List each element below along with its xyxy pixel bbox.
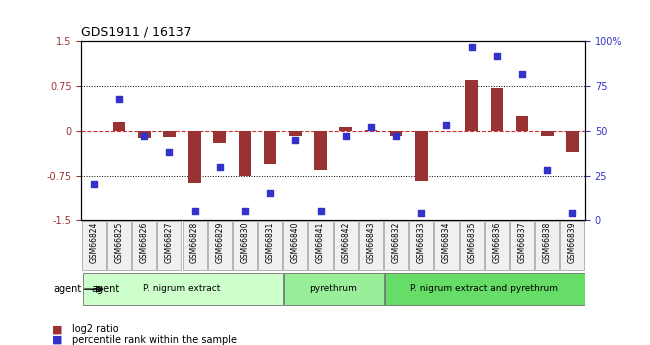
Bar <box>138 131 151 138</box>
Text: P. nigrum extract and pyrethrum: P. nigrum extract and pyrethrum <box>410 284 558 293</box>
Point <box>290 137 300 142</box>
FancyBboxPatch shape <box>510 221 534 270</box>
Bar <box>465 80 478 131</box>
Bar <box>188 131 201 183</box>
Point <box>467 44 477 50</box>
Bar <box>541 131 554 136</box>
Point <box>391 134 401 139</box>
Text: P. nigrum extract: P. nigrum extract <box>143 284 221 293</box>
Text: percentile rank within the sample: percentile rank within the sample <box>72 335 237 345</box>
Text: GSM66841: GSM66841 <box>316 222 325 263</box>
FancyBboxPatch shape <box>208 221 232 270</box>
Point <box>491 53 502 58</box>
Text: GSM66825: GSM66825 <box>114 222 124 263</box>
Bar <box>314 131 327 169</box>
Text: GSM66838: GSM66838 <box>543 222 552 263</box>
Bar <box>163 131 176 137</box>
FancyBboxPatch shape <box>233 221 257 270</box>
FancyBboxPatch shape <box>309 221 333 270</box>
Text: GSM66836: GSM66836 <box>492 222 501 263</box>
Bar <box>390 131 402 136</box>
FancyBboxPatch shape <box>283 221 307 270</box>
Text: agent: agent <box>53 284 82 294</box>
Point <box>542 167 552 173</box>
Point <box>567 210 578 216</box>
Bar <box>239 131 252 176</box>
Point <box>265 191 276 196</box>
Bar <box>365 130 377 131</box>
FancyBboxPatch shape <box>83 273 283 305</box>
Text: GSM66830: GSM66830 <box>240 222 250 263</box>
Text: GSM66831: GSM66831 <box>266 222 275 263</box>
Point <box>114 96 124 101</box>
Text: ■: ■ <box>52 325 62 334</box>
Point <box>517 71 527 76</box>
Text: GSM66842: GSM66842 <box>341 222 350 263</box>
Point <box>139 134 150 139</box>
Bar <box>112 122 125 131</box>
FancyBboxPatch shape <box>460 221 484 270</box>
Bar <box>566 131 578 152</box>
Point <box>240 208 250 214</box>
Point <box>441 123 452 128</box>
FancyBboxPatch shape <box>82 221 106 270</box>
Bar <box>289 131 302 136</box>
FancyBboxPatch shape <box>535 221 559 270</box>
Bar <box>264 131 276 164</box>
FancyBboxPatch shape <box>107 221 131 270</box>
FancyBboxPatch shape <box>157 221 181 270</box>
FancyBboxPatch shape <box>434 221 458 270</box>
Bar <box>339 127 352 131</box>
Point <box>315 208 326 214</box>
Bar <box>515 116 528 131</box>
Text: GSM66835: GSM66835 <box>467 222 476 263</box>
Bar <box>491 88 503 131</box>
FancyBboxPatch shape <box>560 221 584 270</box>
Text: ■: ■ <box>52 335 62 345</box>
FancyBboxPatch shape <box>183 221 207 270</box>
Text: GSM66832: GSM66832 <box>391 222 400 263</box>
FancyBboxPatch shape <box>132 221 156 270</box>
Text: GSM66834: GSM66834 <box>442 222 451 263</box>
Point <box>164 149 175 155</box>
Point <box>189 208 200 214</box>
Text: GSM66824: GSM66824 <box>89 222 98 263</box>
Point <box>416 210 426 216</box>
FancyBboxPatch shape <box>385 273 585 305</box>
FancyBboxPatch shape <box>258 221 282 270</box>
Text: GSM66839: GSM66839 <box>568 222 577 263</box>
FancyBboxPatch shape <box>410 221 434 270</box>
Bar <box>213 131 226 143</box>
FancyBboxPatch shape <box>359 221 383 270</box>
Text: GSM66826: GSM66826 <box>140 222 149 263</box>
Text: pyrethrum: pyrethrum <box>309 284 357 293</box>
Text: log2 ratio: log2 ratio <box>72 325 118 334</box>
FancyBboxPatch shape <box>485 221 509 270</box>
FancyBboxPatch shape <box>333 221 358 270</box>
Point <box>341 134 351 139</box>
FancyBboxPatch shape <box>384 221 408 270</box>
Text: agent: agent <box>91 284 120 294</box>
Text: GSM66828: GSM66828 <box>190 222 199 263</box>
Text: GSM66827: GSM66827 <box>165 222 174 263</box>
Text: GSM66837: GSM66837 <box>517 222 526 263</box>
Text: GSM66833: GSM66833 <box>417 222 426 263</box>
Text: GDS1911 / 16137: GDS1911 / 16137 <box>81 26 192 39</box>
Text: GSM66829: GSM66829 <box>215 222 224 263</box>
Point <box>214 164 225 169</box>
Point <box>88 182 99 187</box>
Point <box>366 125 376 130</box>
FancyBboxPatch shape <box>284 273 384 305</box>
Bar <box>415 131 428 181</box>
Text: GSM66843: GSM66843 <box>367 222 376 263</box>
Text: GSM66840: GSM66840 <box>291 222 300 263</box>
